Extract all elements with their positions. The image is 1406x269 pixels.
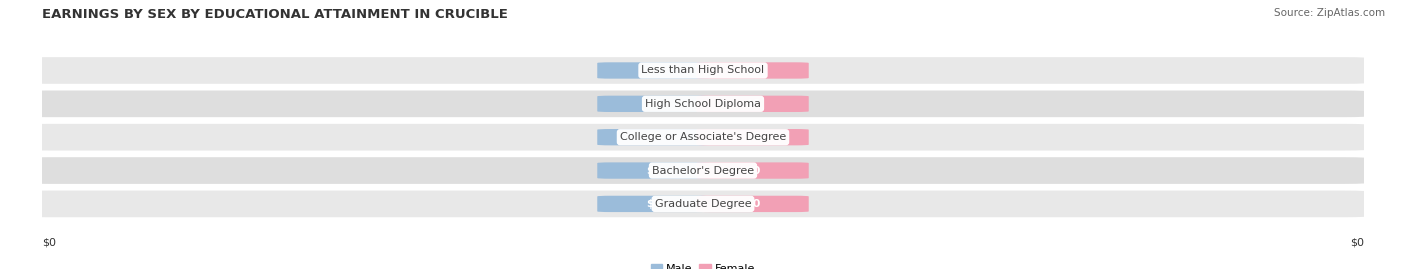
Text: $0: $0 [745,199,761,209]
Text: High School Diploma: High School Diploma [645,99,761,109]
Text: $0: $0 [745,99,761,109]
FancyBboxPatch shape [22,90,1371,117]
Text: Bachelor's Degree: Bachelor's Degree [652,165,754,176]
FancyBboxPatch shape [696,162,808,179]
Text: EARNINGS BY SEX BY EDUCATIONAL ATTAINMENT IN CRUCIBLE: EARNINGS BY SEX BY EDUCATIONAL ATTAINMEN… [42,8,508,21]
Text: $0: $0 [1350,237,1364,247]
FancyBboxPatch shape [22,190,1371,217]
Text: Source: ZipAtlas.com: Source: ZipAtlas.com [1274,8,1385,18]
Text: $0: $0 [745,65,761,76]
FancyBboxPatch shape [696,129,808,145]
FancyBboxPatch shape [598,96,710,112]
FancyBboxPatch shape [696,96,808,112]
Text: $0: $0 [645,65,661,76]
FancyBboxPatch shape [22,124,1371,151]
FancyBboxPatch shape [598,129,710,145]
FancyBboxPatch shape [696,62,808,79]
Legend: Male, Female: Male, Female [647,259,759,269]
Text: College or Associate's Degree: College or Associate's Degree [620,132,786,142]
Text: $0: $0 [645,99,661,109]
Text: $0: $0 [745,132,761,142]
FancyBboxPatch shape [22,57,1371,84]
Text: Less than High School: Less than High School [641,65,765,76]
Text: Graduate Degree: Graduate Degree [655,199,751,209]
FancyBboxPatch shape [598,162,710,179]
Text: $0: $0 [42,237,56,247]
FancyBboxPatch shape [598,62,710,79]
Text: $0: $0 [645,199,661,209]
FancyBboxPatch shape [598,196,710,212]
Text: $0: $0 [645,132,661,142]
Text: $0: $0 [745,165,761,176]
FancyBboxPatch shape [22,157,1371,184]
FancyBboxPatch shape [696,196,808,212]
Text: $0: $0 [645,165,661,176]
